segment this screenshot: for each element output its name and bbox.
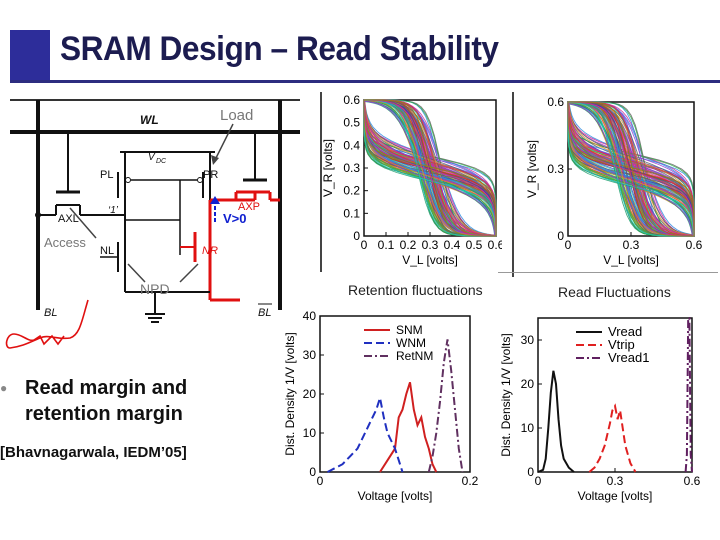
legend-label-vread: Vread: [608, 324, 642, 339]
y-tick-label: 40: [303, 310, 317, 323]
bullet-read-margin: Read margin and retention margin: [25, 377, 188, 425]
y-tick-label: 0.6: [343, 93, 360, 107]
butterfly-curve-right: [363, 100, 497, 236]
y-tick-label: 20: [303, 387, 317, 401]
vdd-label: V: [148, 152, 156, 163]
y-axis-label: V_R [volts]: [525, 140, 539, 198]
butterfly-curve-right: [567, 102, 695, 236]
y-tick-label: 0.1: [343, 206, 360, 220]
x-tick-label: 0.2: [462, 474, 479, 488]
y-tick-label: 0: [309, 465, 316, 479]
npd-label: NPD: [140, 281, 170, 297]
bl-bar-label: BL: [258, 307, 271, 319]
x-tick-label: 0.6: [684, 474, 701, 488]
y-axis-label: V_R [volts]: [322, 139, 335, 197]
x-tick-label: 0.6: [488, 238, 502, 252]
y-tick-label: 30: [303, 348, 317, 362]
y-tick-label: 0.4: [343, 138, 360, 152]
nl-label: NL: [100, 245, 114, 257]
chart-read-voltage-distribution: 0 0.3 0.6 0 10 20 30 Voltage [volts] Dist. Densi…: [499, 317, 701, 503]
x-tick-label: 0.5: [466, 238, 483, 252]
nr-label: NR: [202, 245, 218, 257]
x-axis-label: V_L [volts]: [402, 253, 458, 267]
x-tick-label: 0.3: [607, 474, 624, 488]
wl-label: WL: [140, 113, 159, 127]
bullet-icon: ●: [0, 381, 8, 395]
y-tick-label: 0.3: [547, 162, 564, 176]
x-tick-label: 0: [535, 474, 542, 488]
title-underline: [10, 80, 720, 83]
x-tick-label: 0.2: [400, 238, 417, 252]
caption-read: Read Fluctuations: [558, 284, 671, 300]
divider-vertical-2: [512, 92, 514, 277]
y-tick-label: 10: [521, 421, 535, 435]
y-axis-label: Dist. Density 1/V [volts]: [499, 333, 513, 456]
handwritten-annotation: [5, 299, 89, 349]
pl-label: PL: [100, 169, 113, 181]
butterfly-curve-left: [568, 101, 694, 237]
pr-label: PR: [203, 169, 218, 181]
v-gt0-label: V>0: [223, 211, 247, 226]
legend-label-snm: SNM: [396, 323, 423, 337]
vdd-sub-label: DC: [156, 158, 167, 165]
sram-cell-schematic: WL Load V DC PL PR AXP AXL ‘1’ V>0 Acces…: [10, 99, 300, 323]
chart-retention-butterfly: 0 0.1 0.2 0.3 0.4 0.5 0.6 0 0.1 0.2 0.3 0.4 0.5 0.6 V_…: [322, 93, 502, 267]
divider-horizontal: [498, 272, 718, 273]
series-line-wnm: [327, 397, 404, 473]
load-label: Load: [220, 107, 253, 124]
y-tick-label: 30: [521, 333, 535, 347]
x-axis-label: Voltage [volts]: [578, 489, 653, 503]
butterfly-curve-left: [363, 99, 497, 237]
axl-label: AXL: [58, 213, 79, 225]
x-tick-label: 0: [361, 238, 368, 252]
x-tick-label: 0.3: [422, 238, 439, 252]
node-one-label: ‘1’: [108, 205, 119, 216]
title-accent-square: [10, 30, 50, 80]
x-tick-label: 0.4: [444, 238, 461, 252]
caption-retention: Retention fluctuations: [348, 282, 483, 298]
y-tick-label: 0: [527, 465, 534, 479]
chart-read-butterfly: 0 0.3 0.6 0 0.3 0.6 V_L [volts] V_R [volts]: [525, 95, 703, 267]
series-line-snm: [379, 381, 438, 473]
slide-title: SRAM Design – Read Stability: [60, 30, 499, 68]
load-pointer-arrow: [214, 123, 234, 161]
y-tick-label: 0: [353, 229, 360, 243]
series-line-vread1: [684, 317, 693, 473]
access-label: Access: [44, 235, 86, 250]
x-axis-label: Voltage [volts]: [358, 489, 433, 503]
y-tick-label: 0.6: [547, 95, 564, 109]
y-tick-label: 0.5: [343, 116, 360, 130]
series-line-retnm: [427, 339, 464, 473]
y-tick-label: 0: [557, 229, 564, 243]
butterfly-curve-right: [363, 99, 497, 237]
x-tick-label: 0.6: [686, 238, 703, 252]
x-axis-label: V_L [volts]: [603, 253, 659, 267]
y-tick-label: 20: [521, 377, 535, 391]
divider-vertical-1: [320, 92, 322, 272]
legend-label-wnm: WNM: [396, 336, 426, 350]
x-tick-label: 0.3: [623, 238, 640, 252]
x-tick-label: 0.1: [378, 238, 395, 252]
y-axis-label: Dist. Density 1/V [volts]: [283, 332, 297, 455]
citation: [Bhavnagarwala, IEDM’05]: [0, 444, 187, 461]
axp-label: AXP: [238, 201, 260, 213]
x-tick-label: 0: [317, 474, 324, 488]
chart-margin-distribution: 0 0.2 0 10 20 30 40 Voltage [volts] Dist. Densit…: [283, 310, 479, 503]
series-line-vread: [537, 370, 575, 473]
y-tick-label: 0.3: [343, 161, 360, 175]
bl-label: BL: [44, 307, 57, 319]
y-tick-label: 0.2: [343, 184, 360, 198]
y-tick-label: 10: [303, 426, 317, 440]
butterfly-curve-left: [568, 101, 695, 237]
butterfly-curve-right: [567, 102, 695, 237]
butterfly-curve-left: [364, 99, 496, 237]
x-tick-label: 0: [565, 238, 572, 252]
legend-label-vread1: Vread1: [608, 350, 649, 365]
legend-label-vtrip: Vtrip: [608, 337, 635, 352]
series-line-vtrip: [588, 403, 637, 473]
legend-label-retnm: RetNM: [396, 349, 433, 363]
